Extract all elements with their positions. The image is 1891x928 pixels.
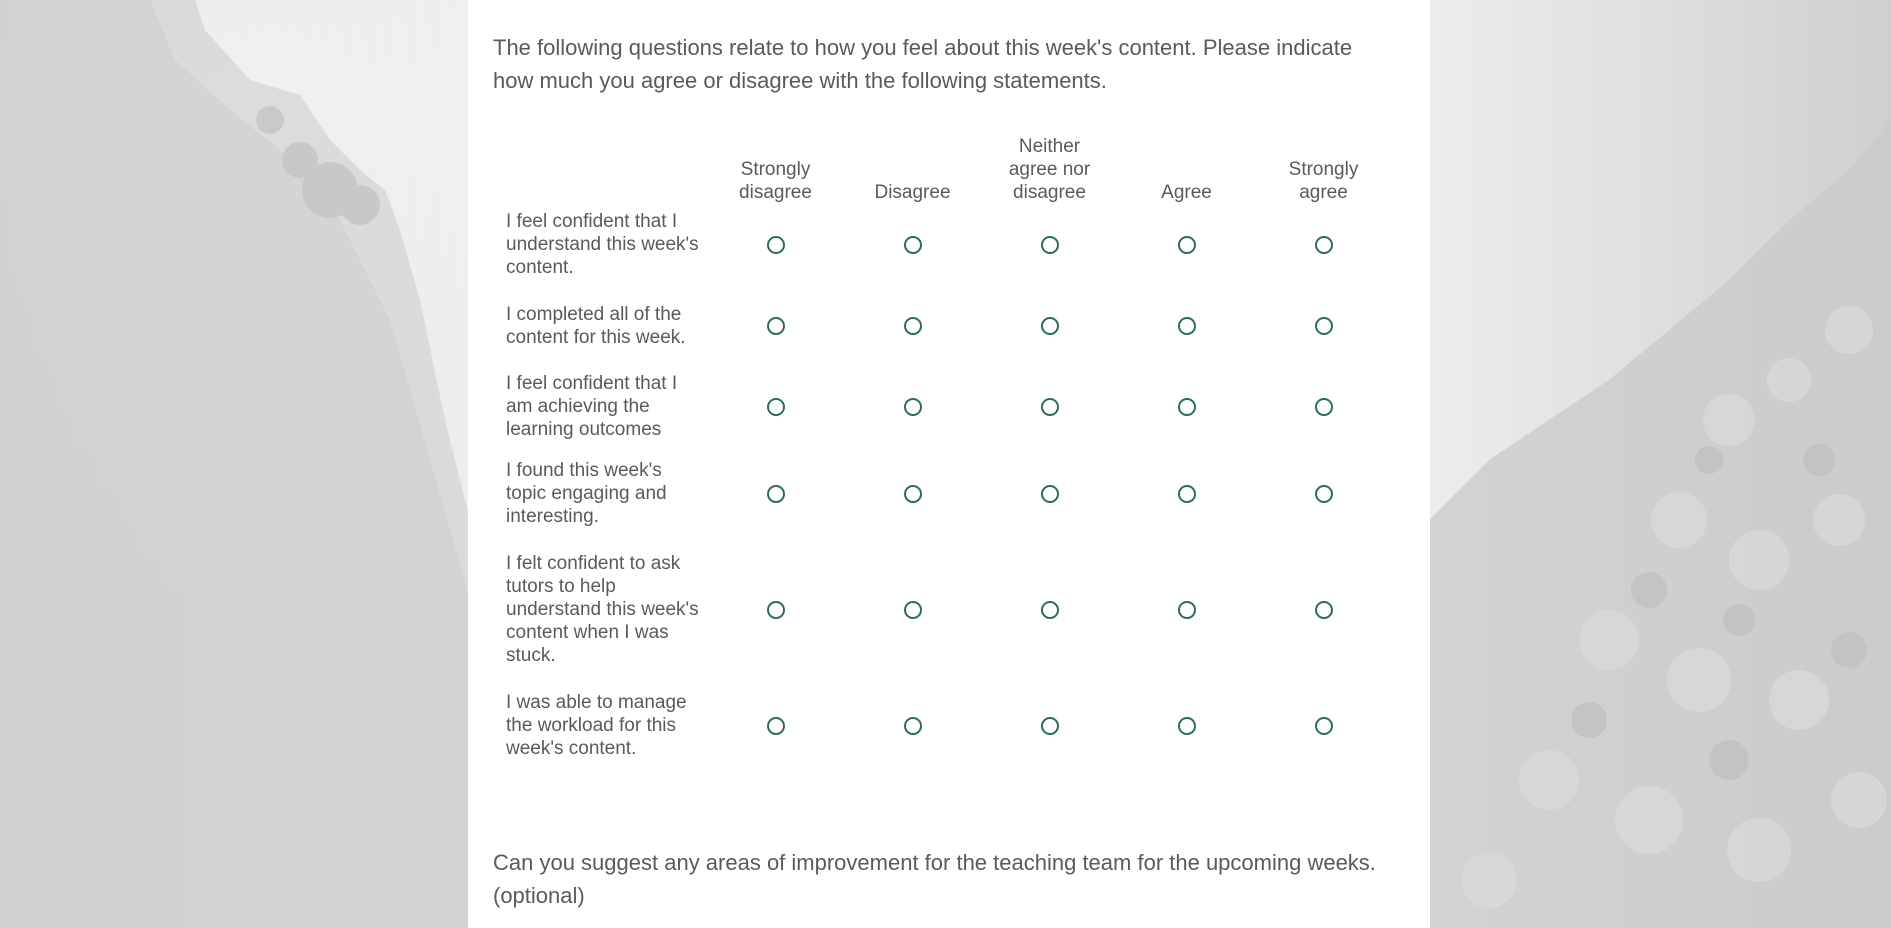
option-cell: [1255, 484, 1392, 503]
option-cell: [1255, 716, 1392, 735]
radio-disagree[interactable]: [903, 600, 922, 619]
matrix-row: I feel confident that I understand this …: [493, 204, 1418, 285]
matrix-row: I was able to manage the workload for th…: [493, 679, 1418, 772]
matrix-question-text: The following questions relate to how yo…: [493, 35, 1353, 93]
option-cell: [1118, 316, 1255, 335]
matrix-row: I completed all of the content for this …: [493, 285, 1418, 366]
radio-agree[interactable]: [1177, 716, 1196, 735]
option-cell: [844, 484, 981, 503]
matrix-row: I found this week's topic engaging and i…: [493, 447, 1418, 540]
radio-neither[interactable]: [1040, 235, 1059, 254]
radio-neither[interactable]: [1040, 397, 1059, 416]
column-header-label: Neither agree nor disagree: [1008, 136, 1091, 203]
radio-agree[interactable]: [1177, 484, 1196, 503]
option-cell: [707, 600, 844, 619]
likert-matrix: Strongly disagree Disagree Neither agree…: [493, 130, 1418, 772]
option-cell: [981, 316, 1118, 335]
radio-agree[interactable]: [1177, 397, 1196, 416]
column-header: Agree: [1118, 181, 1255, 204]
radio-strongly-agree[interactable]: [1314, 484, 1333, 503]
radio-strongly-agree[interactable]: [1314, 600, 1333, 619]
radio-disagree[interactable]: [903, 316, 922, 335]
radio-neither[interactable]: [1040, 316, 1059, 335]
radio-strongly-agree[interactable]: [1314, 235, 1333, 254]
radio-strongly-disagree[interactable]: [766, 235, 785, 254]
option-cell: [981, 235, 1118, 254]
statement-label: I found this week's topic engaging and i…: [506, 460, 667, 527]
option-cell: [1255, 316, 1392, 335]
option-cell: [844, 600, 981, 619]
option-cell: [981, 397, 1118, 416]
radio-disagree[interactable]: [903, 235, 922, 254]
option-cell: [1255, 397, 1392, 416]
column-header-label: Strongly disagree: [739, 159, 812, 203]
radio-strongly-disagree[interactable]: [766, 600, 785, 619]
radio-strongly-agree[interactable]: [1314, 316, 1333, 335]
option-cell: [1118, 716, 1255, 735]
column-header: Disagree: [844, 181, 981, 204]
option-cell: [844, 716, 981, 735]
option-cell: [707, 484, 844, 503]
radio-disagree[interactable]: [903, 484, 922, 503]
radio-strongly-disagree[interactable]: [766, 716, 785, 735]
matrix-row: I felt confident to ask tutors to help u…: [493, 540, 1418, 679]
option-cell: [1118, 235, 1255, 254]
statement-label: I felt confident to ask tutors to help u…: [506, 553, 699, 666]
column-header-label: Strongly agree: [1288, 159, 1359, 203]
option-cell: [1118, 484, 1255, 503]
option-cell: [844, 316, 981, 335]
radio-neither[interactable]: [1040, 600, 1059, 619]
statement-label: I feel confident that I understand this …: [506, 211, 699, 278]
option-cell: [1255, 235, 1392, 254]
radio-neither[interactable]: [1040, 716, 1059, 735]
option-cell: [981, 716, 1118, 735]
option-cell: [1118, 397, 1255, 416]
option-cell: [707, 316, 844, 335]
radio-agree[interactable]: [1177, 600, 1196, 619]
option-cell: [981, 600, 1118, 619]
radio-strongly-disagree[interactable]: [766, 484, 785, 503]
radio-strongly-disagree[interactable]: [766, 316, 785, 335]
column-header: Neither agree nor disagree: [981, 135, 1118, 204]
statement-label: I completed all of the content for this …: [506, 303, 686, 348]
column-header: Strongly disagree: [707, 158, 844, 204]
radio-strongly-agree[interactable]: [1314, 397, 1333, 416]
option-cell: [707, 397, 844, 416]
radio-disagree[interactable]: [903, 716, 922, 735]
matrix-row: I feel confident that I am achieving the…: [493, 366, 1418, 447]
column-header: Strongly agree: [1255, 158, 1392, 204]
statement-label: I was able to manage the workload for th…: [506, 692, 687, 759]
option-cell: [1255, 600, 1392, 619]
option-cell: [844, 397, 981, 416]
radio-agree[interactable]: [1177, 316, 1196, 335]
option-cell: [1118, 600, 1255, 619]
radio-strongly-agree[interactable]: [1314, 716, 1333, 735]
survey-panel: The following questions relate to how yo…: [468, 0, 1430, 928]
cliff-silhouette-image: [0, 0, 470, 928]
option-cell: [707, 716, 844, 735]
column-header-label: Agree: [1161, 182, 1212, 203]
statement-label: I feel confident that I am achieving the…: [506, 373, 678, 440]
radio-strongly-disagree[interactable]: [766, 397, 785, 416]
option-cell: [844, 235, 981, 254]
option-cell: [981, 484, 1118, 503]
column-header-label: Disagree: [874, 182, 951, 203]
forest-image: [1429, 120, 1891, 928]
option-cell: [707, 235, 844, 254]
matrix-header-row: Strongly disagree Disagree Neither agree…: [493, 130, 1418, 204]
radio-agree[interactable]: [1177, 235, 1196, 254]
radio-disagree[interactable]: [903, 397, 922, 416]
improvement-question-text: Can you suggest any areas of improvement…: [493, 850, 1376, 908]
radio-neither[interactable]: [1040, 484, 1059, 503]
